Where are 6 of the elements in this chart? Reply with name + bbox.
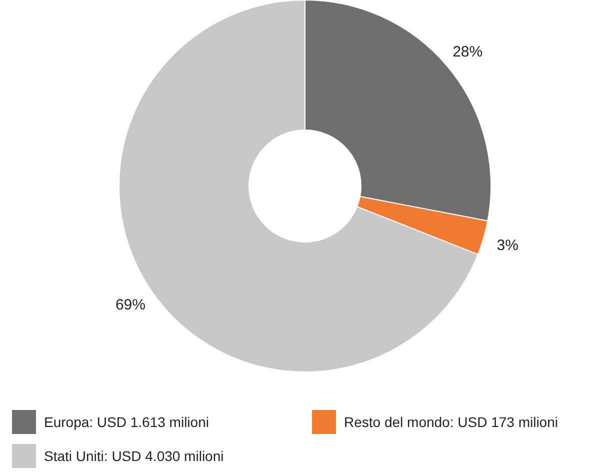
data-label: 28% — [452, 44, 483, 61]
legend-label: Europa: USD 1.613 milioni — [44, 414, 209, 430]
data-label: 3% — [496, 236, 518, 254]
legend-label: Resto del mondo: USD 173 milioni — [344, 414, 558, 430]
data-label: 69% — [115, 296, 146, 314]
legend-label: Stati Uniti: USD 4.030 milioni — [44, 448, 224, 464]
